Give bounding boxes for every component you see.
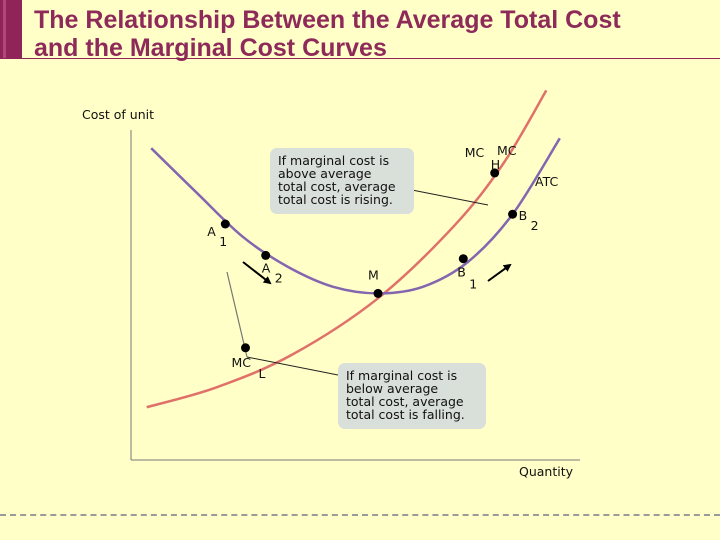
atc-curve-label: ATC [535, 174, 558, 189]
callout-falling-line-1: If marginal cost is [346, 368, 458, 383]
point-subscript-mcl: L [259, 366, 266, 381]
title-line-1: The Relationship Between the Average Tot… [34, 6, 621, 34]
atc-curve [150, 137, 561, 295]
point-mcl [241, 343, 250, 353]
callout-mc-above-atc: If marginal cost is above average total … [270, 148, 414, 214]
callout-mc-below-atc: If marginal cost is below average total … [338, 363, 486, 429]
point-label-a2: A [262, 260, 271, 275]
arrow-b1-b2 [487, 263, 512, 282]
point-label-a1: A [207, 224, 216, 239]
mc-curve [146, 89, 548, 409]
leader-line-rising [411, 189, 489, 206]
leader-line-a1 [226, 271, 248, 358]
point-label-m: M [368, 267, 379, 282]
point-subscript-mch: H [491, 157, 500, 172]
callout-falling-line-4: total cost is falling. [346, 407, 465, 422]
callout-falling-line-3: total cost, average [346, 394, 464, 409]
point-label-b2: B [519, 208, 528, 223]
callout-rising-line-2: above average [278, 166, 372, 181]
leader-line-falling [246, 356, 339, 376]
slide-title: The Relationship Between the Average Tot… [34, 6, 714, 62]
point-label-mcl: MC [232, 355, 252, 370]
point-mch [490, 168, 500, 178]
point-subscript-b1: 1 [469, 277, 477, 292]
point-subscript-b2: 2 [531, 218, 539, 233]
point-a2 [261, 250, 271, 260]
footer-dashed-divider [0, 514, 720, 516]
point-m [373, 288, 383, 298]
y-axis-label: Cost of unit [82, 107, 154, 122]
point-subscript-a1: 1 [219, 234, 227, 249]
mc-curve-label: MC [497, 143, 517, 158]
arrow-a1-a2 [242, 261, 272, 285]
callout-rising-line-4: total cost is rising. [278, 192, 393, 207]
callout-rising-line-1: If marginal cost is [278, 153, 390, 168]
x-axis-label: Quantity [519, 464, 574, 479]
point-b2 [508, 209, 518, 219]
title-line-2: and the Marginal Cost Curves [34, 34, 387, 62]
title-underline [0, 58, 720, 59]
title-accent-bar [0, 0, 22, 58]
point-label-b1: B [457, 265, 466, 280]
point-label-mch: MC [465, 145, 485, 160]
point-a1 [220, 219, 230, 229]
point-b1 [458, 254, 468, 264]
point-subscript-a2: 2 [275, 270, 283, 285]
callout-falling-line-2: below average [346, 381, 439, 396]
callout-rising-line-3: total cost, average [278, 179, 396, 194]
